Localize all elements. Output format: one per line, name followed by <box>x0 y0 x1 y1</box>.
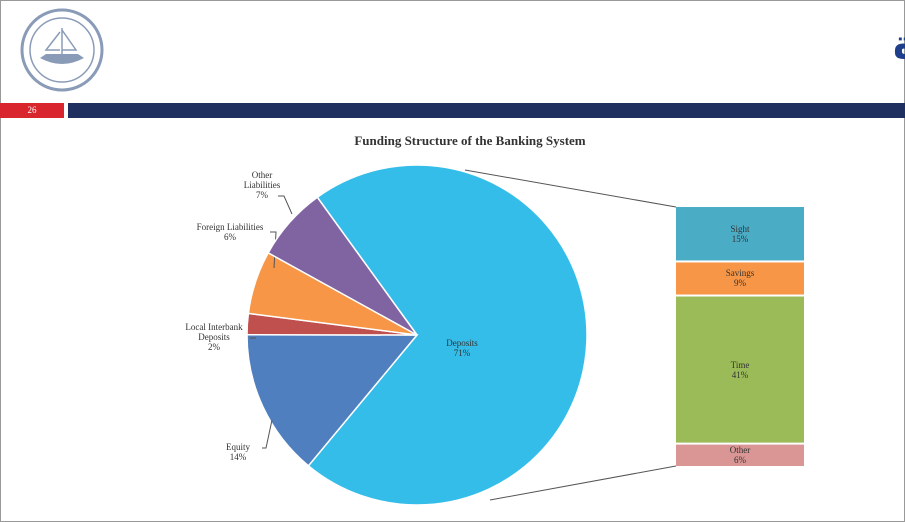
label-text: 71% <box>453 348 471 358</box>
label-text: Other Liabilities <box>243 170 281 190</box>
leader-line <box>278 195 293 215</box>
label-text: Equity <box>226 442 250 452</box>
bar-segment <box>676 262 804 295</box>
title-band <box>68 103 905 118</box>
label-text: 6% <box>224 232 236 242</box>
label-text: Savings <box>725 268 755 279</box>
logo <box>20 8 104 92</box>
bar-segment <box>676 207 804 261</box>
label-text: Other <box>729 445 751 456</box>
connector <box>464 169 677 208</box>
data-label: Savings 9% <box>676 268 804 288</box>
leader-line <box>262 419 273 449</box>
label-text: 6% <box>734 455 746 466</box>
data-label: Other 6% <box>676 445 804 465</box>
label-text: 41% <box>731 369 749 380</box>
slide-title: تتمتع البنوك بقاعدة مصادر أموال مستقرة <box>893 18 905 68</box>
bar-segment <box>676 444 804 466</box>
page-number: 26 <box>28 105 38 115</box>
data-label: Deposits 71% <box>432 338 492 358</box>
data-label: Other Liabilities 7% <box>237 170 287 200</box>
data-label: Time 41% <box>676 360 804 380</box>
label-text: Sight <box>730 223 750 234</box>
label-text: 7% <box>256 190 268 200</box>
chart-title: Funding Structure of the Banking System <box>354 133 585 148</box>
label-text: 14% <box>229 452 247 462</box>
label-text: Foreign Liabilities <box>196 222 264 232</box>
bar-segment <box>676 296 804 443</box>
data-label: Local Interbank Deposits 2% <box>174 322 254 352</box>
label-text: 9% <box>734 278 746 289</box>
page-band <box>0 103 64 118</box>
pie-slice <box>307 164 588 506</box>
label-text: Deposits <box>446 338 478 348</box>
pie-slice <box>267 196 418 336</box>
label-text: Local Interbank Deposits <box>185 322 243 342</box>
connector <box>489 465 677 501</box>
data-label: Equity 14% <box>213 442 263 462</box>
label-text: 2% <box>208 342 220 352</box>
data-label: Foreign Liabilities 6% <box>185 222 275 242</box>
data-label: Sight 15% <box>676 224 804 244</box>
pie-slice <box>246 333 419 467</box>
label-text: 15% <box>731 233 749 244</box>
label-text: Time <box>730 359 750 370</box>
